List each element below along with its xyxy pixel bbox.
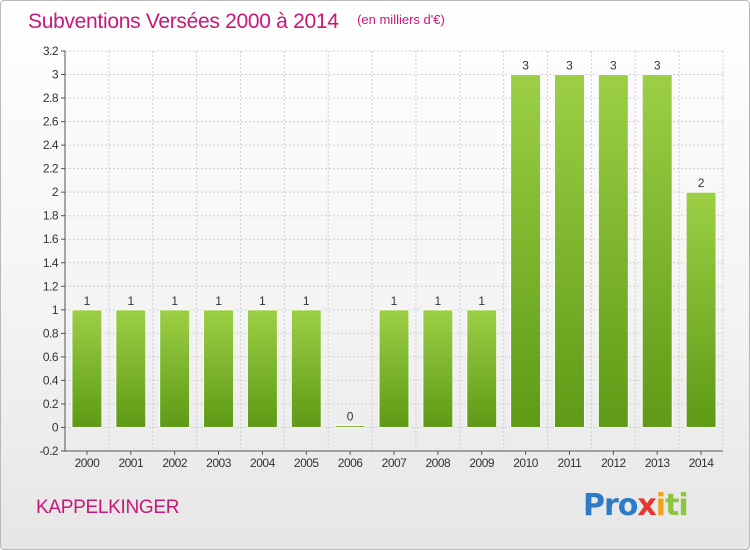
- y-tick-label: 2.6: [43, 115, 59, 129]
- y-tick-label: 3.2: [43, 44, 59, 58]
- proxiti-logo[interactable]: Proxiti: [583, 488, 689, 523]
- bar: [466, 309, 498, 428]
- y-tick-label: 3: [52, 68, 59, 82]
- data-label: 3: [566, 59, 573, 73]
- data-label: 1: [259, 294, 266, 308]
- data-label: 1: [391, 294, 398, 308]
- bar: [685, 191, 717, 428]
- bar: [159, 309, 191, 428]
- y-tick-label: 0.6: [43, 350, 59, 364]
- data-label: 1: [435, 294, 442, 308]
- x-tick-label: 2013: [645, 456, 671, 470]
- x-tick-label: 2012: [601, 456, 627, 470]
- x-tick-label: 2010: [513, 456, 539, 470]
- y-tick-label: 1: [52, 303, 59, 317]
- x-tick-label: 2000: [75, 456, 101, 470]
- bar: [334, 424, 366, 428]
- y-tick-label: 0.8: [43, 326, 59, 340]
- y-tick-label: 0: [52, 420, 59, 434]
- x-tick-label: 2003: [206, 456, 232, 470]
- y-tick-label: 1.8: [43, 209, 59, 223]
- x-tick-label: 2004: [250, 456, 276, 470]
- axes: [61, 50, 723, 455]
- chart-title: Subventions Versées 2000 à 2014: [28, 10, 339, 33]
- x-tick-label: 2001: [118, 456, 144, 470]
- bar: [641, 74, 673, 428]
- data-label: 1: [127, 294, 134, 308]
- y-tick-label: 2.8: [43, 91, 59, 105]
- place-name: KAPPELKINGER: [36, 497, 180, 518]
- bar: [378, 309, 410, 428]
- y-tick-label: -0.2: [39, 444, 59, 458]
- bar: [246, 309, 278, 428]
- x-tick-label: 2006: [338, 456, 364, 470]
- x-tick-label: 2014: [689, 456, 715, 470]
- y-tick-label: 0.4: [43, 373, 59, 387]
- logo-part: Pro: [583, 488, 638, 523]
- y-tick-label: 1.6: [43, 232, 59, 246]
- bar: [510, 74, 542, 428]
- data-label: 1: [171, 294, 178, 308]
- data-label: 1: [215, 294, 222, 308]
- x-tick-label: 2002: [162, 456, 188, 470]
- x-tick-label: 2009: [469, 456, 495, 470]
- logo-part: i: [655, 488, 666, 523]
- y-tick-label: 0.2: [43, 397, 59, 411]
- y-tick-label: 2.2: [43, 162, 59, 176]
- y-tick-label: 1.4: [43, 256, 59, 270]
- chart-unit: (en milliers d'€): [357, 12, 445, 27]
- bar: [115, 309, 147, 428]
- bar: [422, 309, 454, 428]
- bar: [203, 309, 235, 428]
- bars: [71, 74, 717, 428]
- logo-part: ti: [665, 488, 689, 523]
- x-tick-label: 2005: [294, 456, 320, 470]
- title-row: Subventions Versées 2000 à 2014 (en mill…: [28, 10, 445, 34]
- data-label: 2: [698, 176, 705, 190]
- y-tick-label: 2.4: [43, 138, 59, 152]
- data-label: 1: [303, 294, 310, 308]
- data-label: 3: [654, 59, 661, 73]
- logo-part: x: [637, 488, 656, 523]
- bar: [290, 309, 322, 428]
- bar: [553, 74, 585, 428]
- bar: [597, 74, 629, 428]
- x-tick-label: 2011: [558, 456, 583, 470]
- data-label: 1: [478, 294, 485, 308]
- y-tick-label: 2: [52, 185, 59, 199]
- data-label: 1: [84, 294, 91, 308]
- data-label: 0: [347, 409, 354, 423]
- bar: [71, 309, 103, 428]
- y-tick-label: 1.2: [43, 279, 59, 293]
- x-tick-label: 2008: [426, 456, 452, 470]
- data-label: 3: [610, 59, 617, 73]
- x-tick-label: 2007: [382, 456, 408, 470]
- labels: -0.2 0 0.2 0.4 0.6 0.8 1 1.2 1.4 1.6 1.8 2 2.2 2.4 2.6…: [39, 44, 714, 470]
- data-label: 3: [522, 59, 529, 73]
